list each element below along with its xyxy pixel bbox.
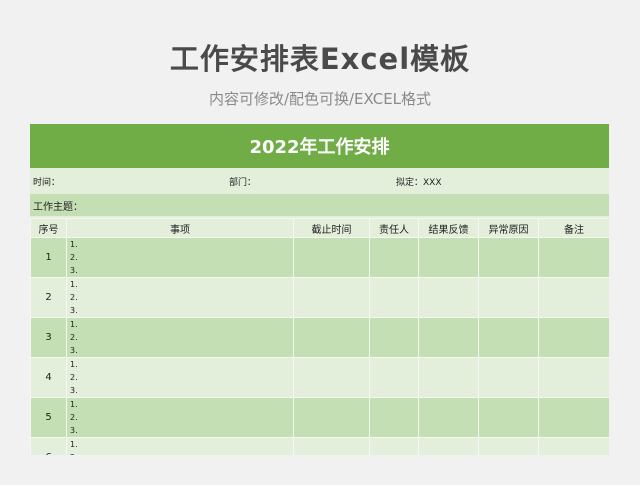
topic-label: 工作主题： [33, 201, 83, 213]
item-line: 1. [70, 440, 78, 449]
exception-cell[interactable] [478, 357, 539, 398]
spreadsheet: 2022年工作安排 时间： 部门： 拟定：XXX 工作主题： 序号 事项 截止时… [30, 124, 609, 455]
owner-cell[interactable] [369, 277, 419, 318]
feedback-cell[interactable] [418, 397, 479, 438]
feedback-cell[interactable] [418, 277, 479, 318]
row-number: 1 [30, 237, 67, 278]
items-cell[interactable]: 1. 2. 3. [66, 277, 294, 318]
item-line: 1. [70, 400, 78, 409]
row-number: 5 [30, 397, 67, 438]
items-cell[interactable]: 1. 2. 3. [66, 437, 294, 455]
item-line: 2. [70, 413, 78, 422]
sheet-banner: 2022年工作安排 [30, 124, 609, 168]
feedback-cell[interactable] [418, 357, 479, 398]
notes-cell[interactable] [538, 357, 609, 398]
schedule-table: 序号 事项 截止时间 责任人 结果反馈 异常原因 备注 1 1. 2. 3. [30, 218, 609, 455]
table-row: 2 1. 2. 3. [30, 277, 609, 318]
feedback-cell[interactable] [418, 237, 479, 278]
department-label: 部门： [229, 178, 257, 188]
owner-cell[interactable] [369, 437, 419, 455]
column-header-deadline: 截止时间 [293, 218, 370, 238]
item-line: 3. [70, 386, 78, 395]
column-header-owner: 责任人 [369, 218, 419, 238]
deadline-cell[interactable] [293, 397, 370, 438]
deadline-cell[interactable] [293, 437, 370, 455]
item-line: 1. [70, 320, 78, 329]
deadline-cell[interactable] [293, 357, 370, 398]
row-number: 4 [30, 357, 67, 398]
items-cell[interactable]: 1. 2. 3. [66, 237, 294, 278]
item-line: 3. [70, 266, 78, 275]
item-line: 2. [70, 293, 78, 302]
column-header-items: 事项 [66, 218, 294, 238]
exception-cell[interactable] [478, 397, 539, 438]
table-row: 5 1. 2. 3. [30, 397, 609, 438]
item-line: 3. [70, 426, 78, 435]
column-header-notes: 备注 [538, 218, 609, 238]
table-header-row: 序号 事项 截止时间 责任人 结果反馈 异常原因 备注 [30, 218, 609, 238]
exception-cell[interactable] [478, 277, 539, 318]
drafter-label: 拟定：XXX [396, 178, 442, 188]
page-title: 工作安排表Excel模板 [169, 42, 471, 76]
notes-cell[interactable] [538, 437, 609, 455]
exception-cell[interactable] [478, 237, 539, 278]
item-line: 1. [70, 240, 78, 249]
table-row: 1 1. 2. 3. [30, 237, 609, 278]
item-line: 3. [70, 346, 78, 355]
item-line: 2. [70, 253, 78, 262]
items-cell[interactable]: 1. 2. 3. [66, 397, 294, 438]
table-row: 6 1. 2. 3. [30, 437, 609, 455]
item-line: 3. [70, 306, 78, 315]
owner-cell[interactable] [369, 237, 419, 278]
page-subtitle: 内容可修改/配色可换/EXCEL格式 [208, 90, 432, 108]
meta-row: 时间： 部门： 拟定：XXX [30, 170, 609, 192]
feedback-cell[interactable] [418, 317, 479, 358]
item-line: 2. [67, 451, 293, 455]
notes-cell[interactable] [538, 397, 609, 438]
time-label: 时间： [33, 178, 61, 188]
column-header-feedback: 结果反馈 [418, 218, 479, 238]
item-line: 1. [70, 360, 78, 369]
item-line: 1. [70, 280, 78, 289]
notes-cell[interactable] [538, 317, 609, 358]
owner-cell[interactable] [369, 317, 419, 358]
notes-cell[interactable] [538, 237, 609, 278]
row-number: 3 [30, 317, 67, 358]
row-number: 2 [30, 277, 67, 318]
feedback-cell[interactable] [418, 437, 479, 455]
column-header-exception: 异常原因 [478, 218, 539, 238]
items-cell[interactable]: 1. 2. 3. [66, 357, 294, 398]
row-number: 6 [30, 437, 67, 455]
deadline-cell[interactable] [293, 237, 370, 278]
column-header-no: 序号 [30, 218, 67, 238]
items-cell[interactable]: 1. 2. 3. [66, 317, 294, 358]
exception-cell[interactable] [478, 437, 539, 455]
notes-cell[interactable] [538, 277, 609, 318]
deadline-cell[interactable] [293, 317, 370, 358]
topic-row: 工作主题： [30, 194, 609, 216]
table-row: 4 1. 2. 3. [30, 357, 609, 398]
table-row: 3 1. 2. 3. [30, 317, 609, 358]
item-line: 2. [70, 333, 78, 342]
deadline-cell[interactable] [293, 277, 370, 318]
owner-cell[interactable] [369, 397, 419, 438]
item-line: 2. [70, 373, 78, 382]
exception-cell[interactable] [478, 317, 539, 358]
owner-cell[interactable] [369, 357, 419, 398]
